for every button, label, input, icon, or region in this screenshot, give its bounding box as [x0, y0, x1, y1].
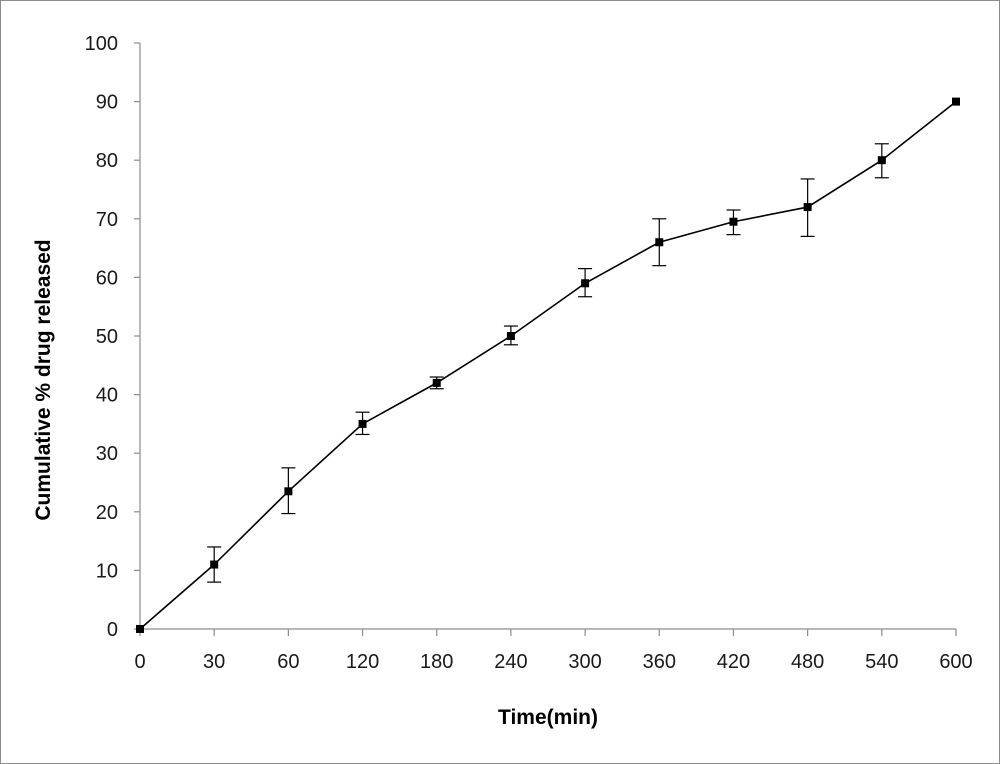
- data-point: [284, 487, 293, 496]
- y-tick-label: 0: [107, 619, 118, 641]
- y-axis-ticks: 0 10 20 30 40 50 60 70 80 90 100: [85, 33, 140, 641]
- x-tick-label: 180: [420, 651, 453, 673]
- data-point: [432, 378, 441, 387]
- x-tick-label: 420: [717, 651, 750, 673]
- x-tick-label: 0: [134, 651, 145, 673]
- y-tick-label: 20: [96, 502, 118, 524]
- x-tick-label: 120: [346, 651, 379, 673]
- axes: [139, 43, 956, 630]
- data-point: [136, 625, 144, 633]
- x-tick-label: 480: [791, 651, 824, 673]
- x-tick-label: 600: [939, 651, 972, 673]
- y-tick-label: 60: [96, 267, 118, 289]
- y-tick-label: 50: [96, 326, 118, 348]
- x-tick-label: 240: [494, 651, 527, 673]
- data-point: [581, 279, 590, 288]
- data-series: [136, 97, 960, 633]
- y-tick-label: 70: [96, 209, 118, 231]
- y-axis-title: Cumulative % drug released: [32, 239, 55, 520]
- y-tick-label: 10: [96, 560, 118, 582]
- data-point: [655, 238, 664, 247]
- x-axis-ticks: 0 30 60 120 180 240 300 360 420 480 540 600: [134, 629, 973, 673]
- data-point: [952, 97, 960, 106]
- data-point: [358, 419, 367, 428]
- x-axis-title: Time(min): [498, 706, 598, 729]
- y-tick-label: 40: [96, 385, 118, 407]
- data-point: [803, 203, 812, 212]
- x-tick-label: 540: [865, 651, 898, 673]
- x-tick-label: 30: [203, 651, 225, 673]
- x-tick-label: 300: [568, 651, 601, 673]
- y-tick-label: 30: [96, 443, 118, 465]
- y-tick-label: 90: [96, 92, 118, 114]
- x-tick-label: 360: [643, 651, 676, 673]
- data-point: [210, 560, 219, 569]
- y-tick-label: 80: [96, 150, 118, 172]
- data-point: [877, 156, 886, 165]
- x-tick-label: 60: [277, 651, 299, 673]
- y-tick-label: 100: [85, 33, 118, 55]
- data-point: [506, 332, 515, 340]
- series-line: [139, 100, 957, 630]
- error-bars: [207, 143, 889, 583]
- data-point: [729, 217, 738, 226]
